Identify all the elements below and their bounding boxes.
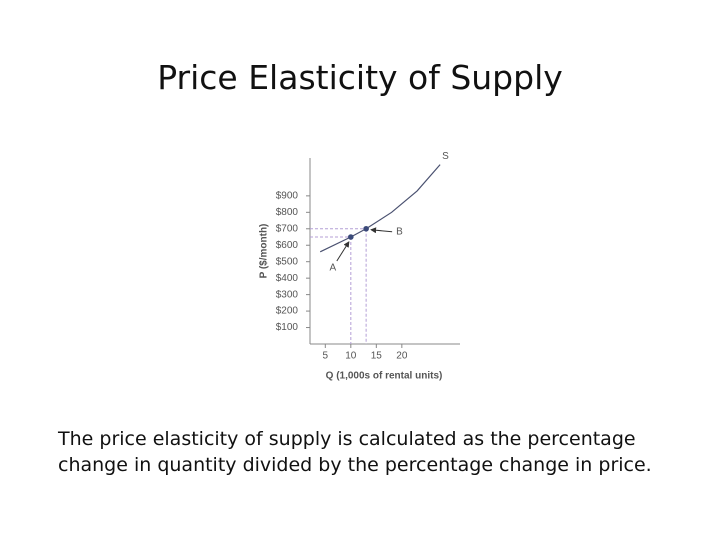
x-tick-label: 5 <box>323 351 329 362</box>
y-axis-label: P ($/month) <box>259 224 270 279</box>
x-tick-label: 20 <box>396 351 408 362</box>
point-label: A <box>329 263 336 274</box>
x-tick-label: 15 <box>371 351 383 362</box>
supply-curve <box>319 164 441 253</box>
x-axis-label: Q (1,000s of rental units) <box>326 371 443 382</box>
slide-title: Price Elasticity of Supply <box>157 58 563 97</box>
y-tick-label: $900 <box>276 190 299 201</box>
y-tick-label: $700 <box>276 223 299 234</box>
y-tick-label: $500 <box>276 256 299 267</box>
y-tick-label: $200 <box>276 306 299 317</box>
point <box>363 225 369 232</box>
point-arrow <box>370 227 393 234</box>
y-tick-label: $300 <box>276 289 299 300</box>
y-tick-label: $100 <box>276 322 299 333</box>
point-arrow <box>336 241 350 262</box>
curve-label: S <box>442 151 449 162</box>
y-tick-label: $400 <box>276 273 299 284</box>
y-tick-label: $800 <box>276 207 299 218</box>
point <box>348 234 354 240</box>
body-text: The price elasticity of supply is calcul… <box>58 428 652 476</box>
y-tick-label: $600 <box>276 240 299 251</box>
x-tick-label: 10 <box>345 351 357 362</box>
point-label: B <box>396 226 403 237</box>
